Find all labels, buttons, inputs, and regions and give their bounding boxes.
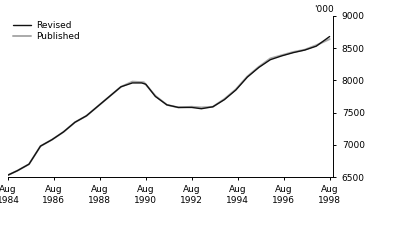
Legend: Revised, Published: Revised, Published (12, 20, 81, 42)
Revised (119, 85, 123, 88)
Revised (139, 81, 144, 84)
Published (84, 114, 89, 117)
Revised (143, 83, 148, 86)
Revised (314, 45, 319, 47)
Published (314, 44, 319, 47)
Revised (164, 104, 169, 106)
Published (119, 85, 123, 88)
Published (291, 51, 296, 53)
Revised (327, 35, 332, 38)
Published (38, 145, 43, 148)
Published (233, 88, 238, 91)
Published (164, 104, 169, 106)
Revised (96, 105, 100, 108)
Published (189, 105, 194, 108)
Published (303, 48, 307, 51)
Published (130, 80, 135, 83)
Published (327, 38, 332, 40)
Published (256, 65, 261, 68)
Revised (303, 49, 307, 52)
Revised (15, 169, 20, 172)
Line: Published: Published (8, 39, 330, 175)
Published (107, 95, 112, 98)
Published (96, 105, 100, 108)
Revised (6, 174, 10, 176)
Revised (38, 145, 43, 148)
Revised (153, 95, 158, 98)
Published (15, 169, 20, 172)
Text: '000: '000 (314, 5, 333, 14)
Published (222, 98, 227, 100)
Revised (268, 58, 273, 61)
Published (199, 106, 204, 109)
Revised (73, 121, 77, 124)
Revised (210, 105, 215, 108)
Revised (176, 106, 181, 109)
Revised (222, 98, 227, 101)
Revised (199, 107, 204, 110)
Published (73, 121, 77, 124)
Revised (27, 163, 31, 165)
Published (50, 138, 54, 141)
Published (61, 131, 66, 133)
Line: Revised: Revised (8, 37, 330, 175)
Published (176, 106, 181, 109)
Revised (50, 138, 54, 141)
Published (141, 81, 146, 84)
Published (279, 54, 284, 57)
Published (27, 163, 31, 165)
Revised (291, 51, 296, 54)
Published (210, 105, 215, 108)
Published (268, 57, 273, 60)
Revised (107, 95, 112, 98)
Revised (245, 76, 250, 79)
Revised (279, 54, 284, 57)
Revised (256, 66, 261, 69)
Published (245, 75, 250, 78)
Revised (130, 81, 135, 84)
Revised (84, 114, 89, 117)
Revised (233, 89, 238, 91)
Published (6, 174, 10, 176)
Published (153, 94, 158, 97)
Revised (61, 131, 66, 133)
Revised (189, 106, 194, 109)
